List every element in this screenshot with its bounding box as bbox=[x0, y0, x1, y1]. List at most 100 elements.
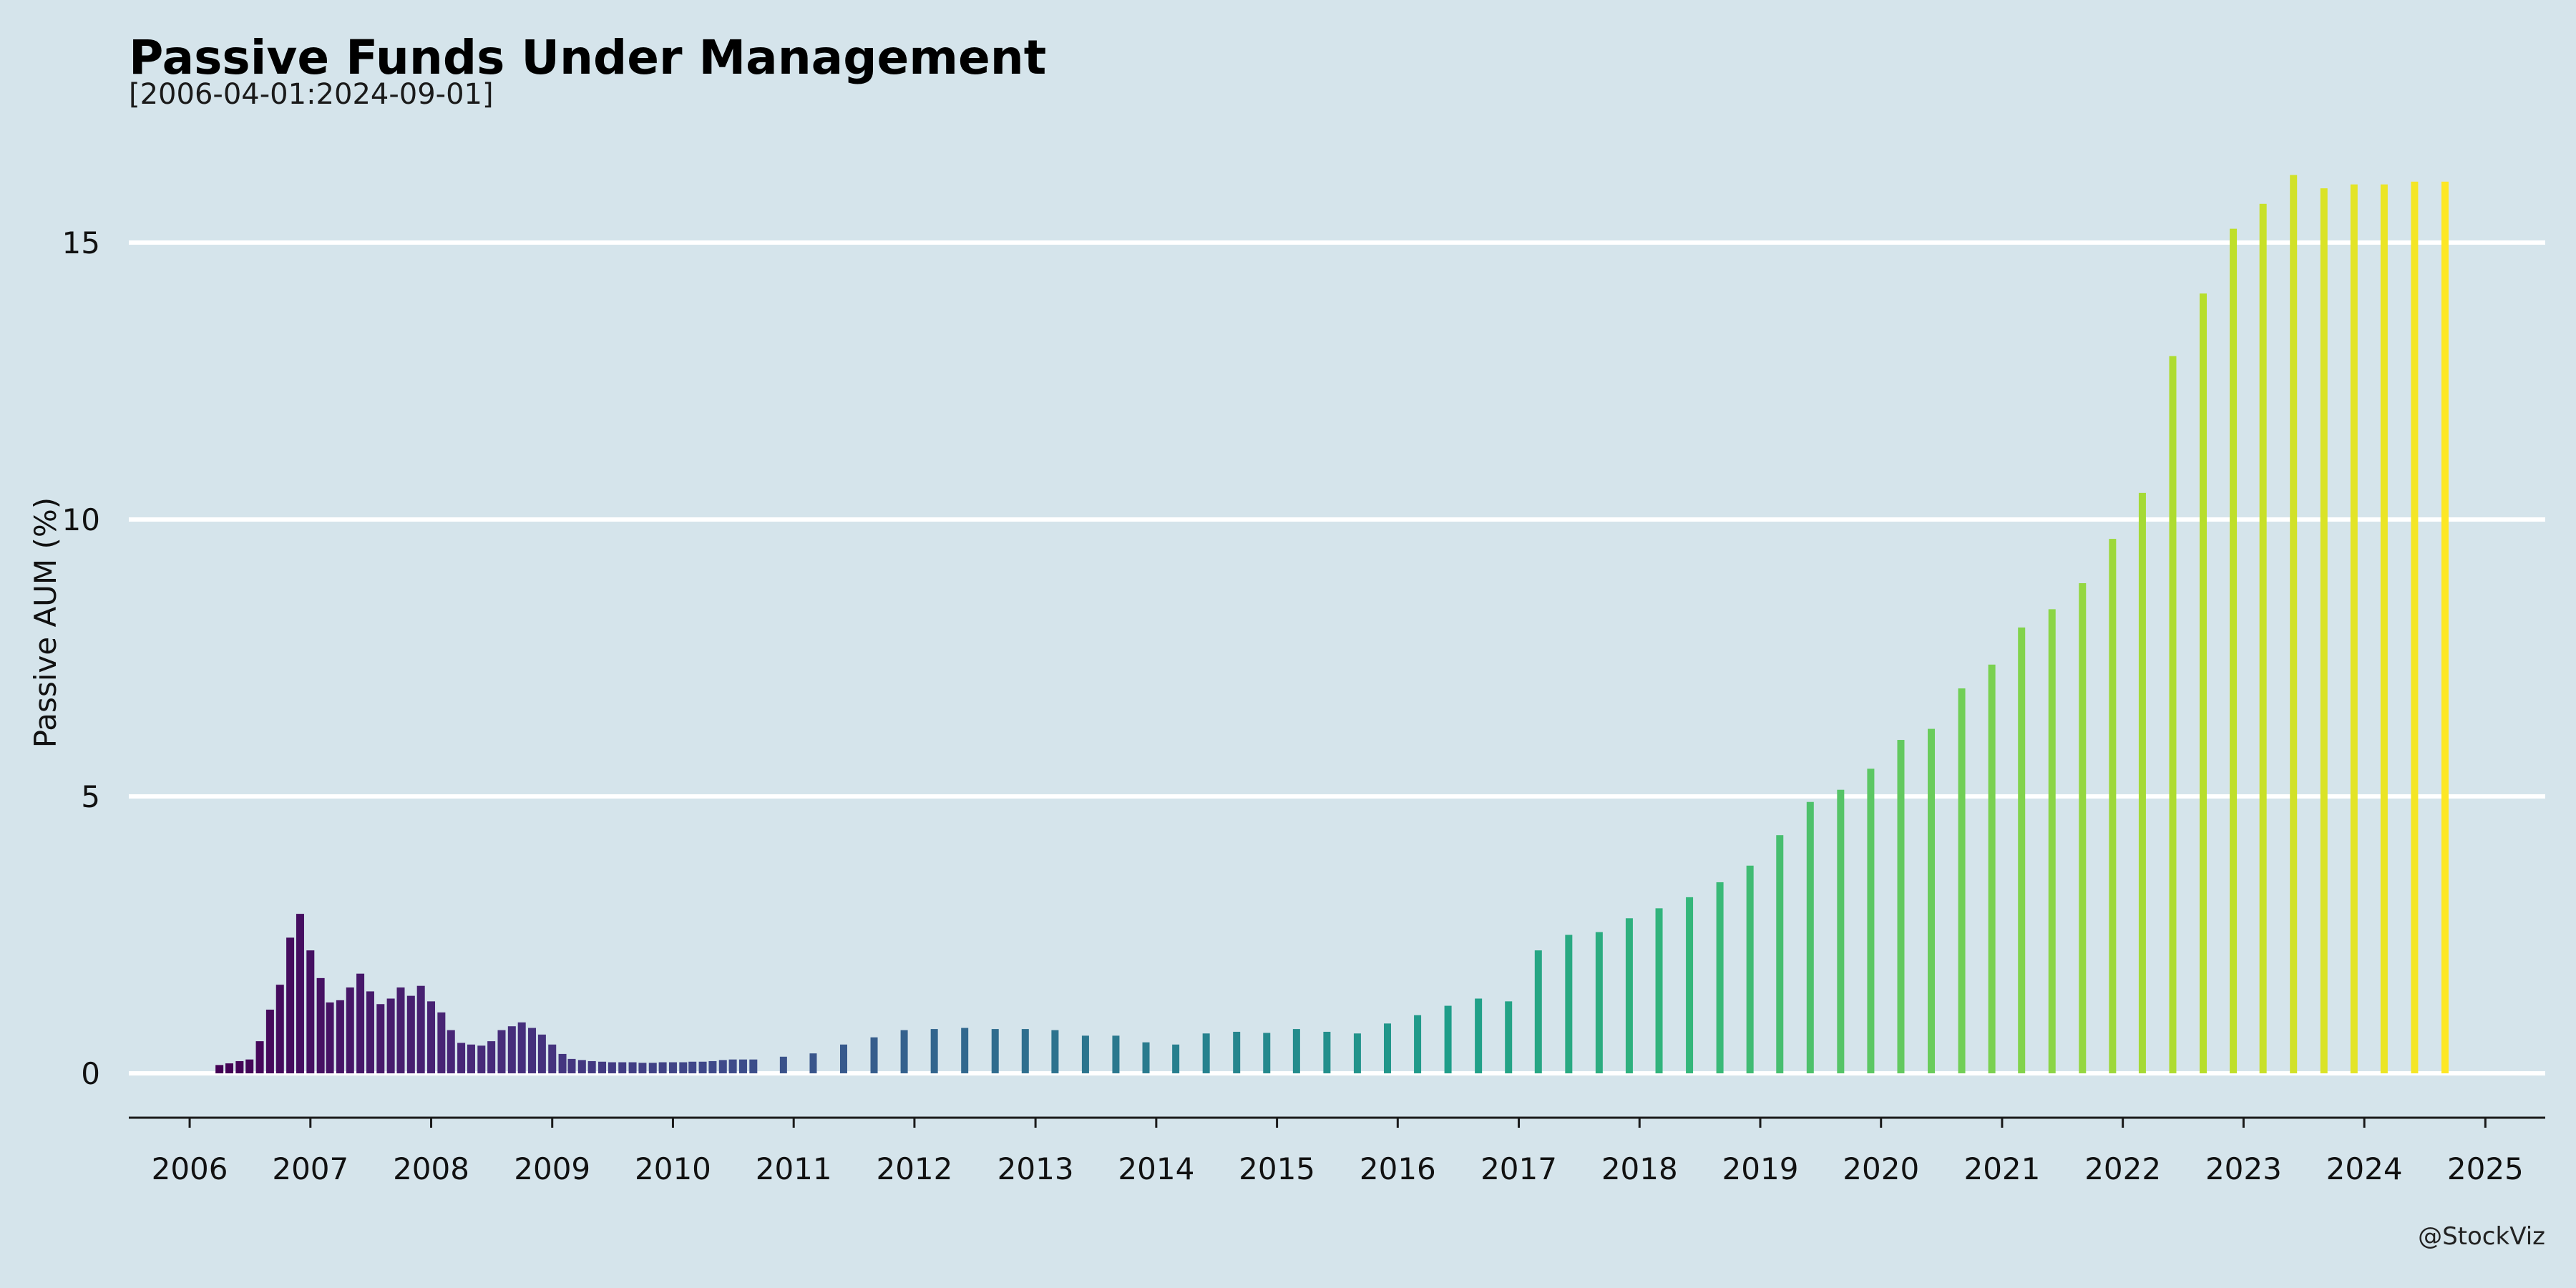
bar bbox=[2230, 228, 2238, 1073]
y-axis-title: Passive AUM (%) bbox=[28, 497, 63, 748]
bar bbox=[497, 1030, 506, 1073]
bar bbox=[477, 1045, 486, 1073]
bar bbox=[1534, 950, 1542, 1073]
bar bbox=[1958, 688, 1966, 1073]
bars bbox=[215, 175, 2449, 1074]
bar bbox=[2079, 583, 2087, 1073]
bar bbox=[396, 987, 405, 1073]
bar bbox=[1142, 1042, 1150, 1073]
x-tick-label: 2009 bbox=[514, 1151, 590, 1186]
y-tick-label: 5 bbox=[81, 779, 100, 814]
bar bbox=[749, 1059, 758, 1073]
x-tick-label: 2021 bbox=[1963, 1151, 2040, 1186]
bar bbox=[628, 1062, 637, 1073]
bar bbox=[416, 985, 425, 1073]
bar bbox=[1897, 740, 1905, 1073]
bar bbox=[1263, 1033, 1271, 1073]
y-tick-label: 0 bbox=[81, 1056, 100, 1091]
x-tick-label: 2008 bbox=[393, 1151, 469, 1186]
bar bbox=[598, 1061, 607, 1073]
bar bbox=[1837, 789, 1845, 1073]
bar bbox=[638, 1063, 647, 1073]
bar bbox=[427, 1001, 436, 1073]
bar bbox=[1716, 882, 1724, 1073]
bar bbox=[1686, 897, 1694, 1073]
bar bbox=[265, 1009, 274, 1073]
bar bbox=[1051, 1030, 1059, 1073]
x-tick-label: 2022 bbox=[2084, 1151, 2161, 1186]
x-tick-label: 2011 bbox=[756, 1151, 832, 1186]
bar bbox=[215, 1065, 224, 1073]
bar bbox=[1112, 1035, 1120, 1073]
x-tick-label: 2007 bbox=[272, 1151, 348, 1186]
y-tick-label: 15 bbox=[62, 225, 100, 260]
bar bbox=[718, 1060, 727, 1073]
x-tick-label: 2018 bbox=[1601, 1151, 1678, 1186]
bar bbox=[437, 1012, 446, 1073]
bar bbox=[487, 1041, 496, 1073]
x-tick-label: 2023 bbox=[2205, 1151, 2282, 1186]
bar bbox=[1384, 1023, 1391, 1073]
bar bbox=[708, 1060, 717, 1073]
bar bbox=[275, 985, 284, 1073]
chart-caption: @StockViz bbox=[2418, 1222, 2545, 1251]
bar bbox=[608, 1062, 616, 1073]
x-tick-label: 2020 bbox=[1843, 1151, 1919, 1186]
bar bbox=[1806, 801, 1814, 1073]
bar bbox=[2200, 293, 2207, 1074]
bar bbox=[587, 1060, 596, 1073]
bar bbox=[2109, 539, 2117, 1073]
bar bbox=[1475, 998, 1483, 1073]
bar bbox=[296, 914, 304, 1073]
bar bbox=[386, 998, 395, 1073]
bar bbox=[376, 1004, 385, 1073]
bar bbox=[286, 937, 295, 1073]
bar bbox=[528, 1028, 537, 1073]
bar bbox=[618, 1062, 627, 1073]
bar bbox=[467, 1044, 475, 1073]
bar bbox=[728, 1059, 737, 1073]
bar bbox=[961, 1028, 969, 1073]
y-tick-label: 10 bbox=[62, 502, 100, 537]
bar bbox=[406, 995, 415, 1073]
bar bbox=[648, 1063, 657, 1073]
x-tick-label: 2016 bbox=[1360, 1151, 1436, 1186]
bar bbox=[2018, 627, 2026, 1073]
bar bbox=[255, 1041, 264, 1073]
bar bbox=[930, 1029, 938, 1073]
x-tick-label: 2010 bbox=[635, 1151, 711, 1186]
bar bbox=[316, 977, 325, 1073]
bar bbox=[1928, 728, 1935, 1073]
x-tick-label: 2017 bbox=[1480, 1151, 1557, 1186]
bar bbox=[548, 1044, 557, 1073]
bar bbox=[2169, 356, 2177, 1073]
bar bbox=[245, 1059, 254, 1073]
bar bbox=[779, 1056, 787, 1073]
bar bbox=[688, 1061, 697, 1073]
bar bbox=[2350, 184, 2358, 1074]
bar bbox=[558, 1053, 567, 1073]
bar bbox=[2138, 492, 2146, 1073]
bar bbox=[225, 1063, 234, 1073]
bar bbox=[668, 1062, 677, 1073]
bar bbox=[1655, 908, 1663, 1073]
bar bbox=[1625, 918, 1633, 1073]
bar bbox=[567, 1058, 576, 1073]
bar bbox=[1988, 664, 1996, 1073]
bar bbox=[447, 1030, 455, 1073]
bar bbox=[2290, 175, 2298, 1073]
chart-title: Passive Funds Under Management bbox=[129, 30, 1046, 85]
bar bbox=[1233, 1031, 1241, 1073]
bar bbox=[235, 1060, 244, 1073]
bar bbox=[2048, 609, 2056, 1073]
bar bbox=[2259, 203, 2267, 1073]
x-tick-label: 2013 bbox=[997, 1151, 1074, 1186]
bar bbox=[1353, 1033, 1361, 1073]
bar bbox=[2411, 181, 2419, 1074]
x-tick-label: 2012 bbox=[876, 1151, 952, 1186]
bar bbox=[991, 1029, 999, 1073]
x-tick-label: 2019 bbox=[1722, 1151, 1799, 1186]
bar bbox=[698, 1061, 707, 1073]
bar bbox=[1444, 1005, 1452, 1073]
